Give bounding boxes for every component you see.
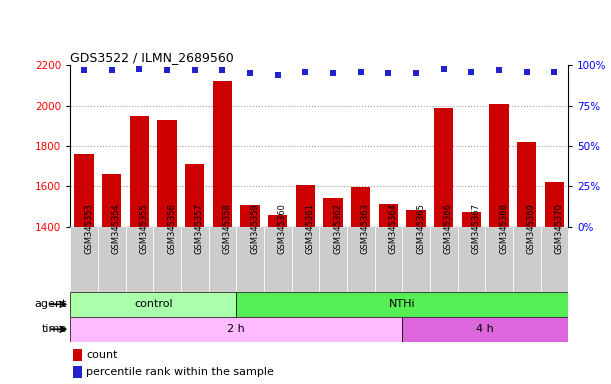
Bar — [402, 227, 430, 292]
Bar — [517, 142, 536, 384]
Bar — [213, 81, 232, 384]
Text: GSM345370: GSM345370 — [554, 203, 563, 254]
Point — [190, 67, 200, 73]
Bar — [185, 164, 205, 384]
Bar — [379, 204, 398, 384]
Bar — [264, 227, 291, 292]
Text: GSM345358: GSM345358 — [222, 203, 232, 254]
Bar — [73, 366, 82, 379]
Point — [301, 69, 310, 75]
Text: GSM345355: GSM345355 — [139, 203, 148, 254]
Text: GSM345353: GSM345353 — [84, 203, 93, 254]
Point — [522, 69, 532, 75]
Bar — [513, 227, 541, 292]
Point — [439, 65, 448, 71]
Bar — [291, 227, 320, 292]
Bar — [75, 154, 93, 384]
Bar — [236, 227, 264, 292]
Point — [328, 70, 338, 76]
Text: GSM345368: GSM345368 — [499, 203, 508, 254]
Text: 4 h: 4 h — [477, 324, 494, 334]
Bar — [70, 227, 98, 292]
Text: GSM345361: GSM345361 — [306, 203, 315, 254]
Bar — [181, 227, 208, 292]
Bar — [462, 212, 481, 384]
Bar — [102, 174, 122, 384]
Text: GSM345366: GSM345366 — [444, 203, 453, 254]
Point — [467, 69, 477, 75]
Text: GSM345363: GSM345363 — [360, 203, 370, 254]
Text: percentile rank within the sample: percentile rank within the sample — [86, 367, 274, 377]
Bar — [153, 227, 181, 292]
Text: count: count — [86, 350, 118, 360]
Text: GSM345357: GSM345357 — [195, 203, 203, 254]
Bar — [347, 227, 375, 292]
Bar — [158, 120, 177, 384]
Point — [384, 70, 393, 76]
Bar — [402, 317, 568, 342]
Point — [134, 65, 144, 71]
Bar — [545, 182, 564, 384]
Text: GSM345359: GSM345359 — [250, 203, 259, 254]
Bar — [323, 199, 343, 384]
Point — [273, 72, 283, 78]
Text: GDS3522 / ILMN_2689560: GDS3522 / ILMN_2689560 — [70, 51, 234, 64]
Bar — [351, 187, 370, 384]
Bar — [98, 227, 126, 292]
Bar — [70, 292, 236, 317]
Point — [549, 69, 559, 75]
Text: GSM345365: GSM345365 — [416, 203, 425, 254]
Bar — [268, 215, 287, 384]
Bar — [73, 349, 82, 361]
Text: time: time — [42, 324, 67, 334]
Bar — [375, 227, 402, 292]
Bar — [406, 210, 426, 384]
Point — [162, 67, 172, 73]
Point — [107, 67, 117, 73]
Text: NTHi: NTHi — [389, 299, 415, 310]
Text: GSM345356: GSM345356 — [167, 203, 176, 254]
Text: GSM345369: GSM345369 — [527, 203, 536, 254]
Text: GSM345354: GSM345354 — [112, 203, 121, 254]
Point — [411, 70, 421, 76]
Bar — [126, 227, 153, 292]
Text: 2 h: 2 h — [227, 324, 245, 334]
Bar — [458, 227, 485, 292]
Text: GSM345362: GSM345362 — [333, 203, 342, 254]
Bar — [485, 227, 513, 292]
Text: control: control — [134, 299, 172, 310]
Bar — [70, 317, 402, 342]
Point — [218, 67, 227, 73]
Text: GSM345367: GSM345367 — [472, 203, 480, 254]
Point — [494, 67, 504, 73]
Bar — [208, 227, 236, 292]
Bar — [541, 227, 568, 292]
Bar — [236, 292, 568, 317]
Bar — [434, 108, 453, 384]
Text: GSM345360: GSM345360 — [278, 203, 287, 254]
Bar — [320, 227, 347, 292]
Bar — [489, 104, 509, 384]
Point — [245, 70, 255, 76]
Bar — [240, 205, 260, 384]
Bar — [430, 227, 458, 292]
Point — [356, 69, 365, 75]
Text: GSM345364: GSM345364 — [389, 203, 397, 254]
Point — [79, 67, 89, 73]
Text: agent: agent — [35, 299, 67, 310]
Bar — [130, 116, 149, 384]
Bar — [296, 185, 315, 384]
